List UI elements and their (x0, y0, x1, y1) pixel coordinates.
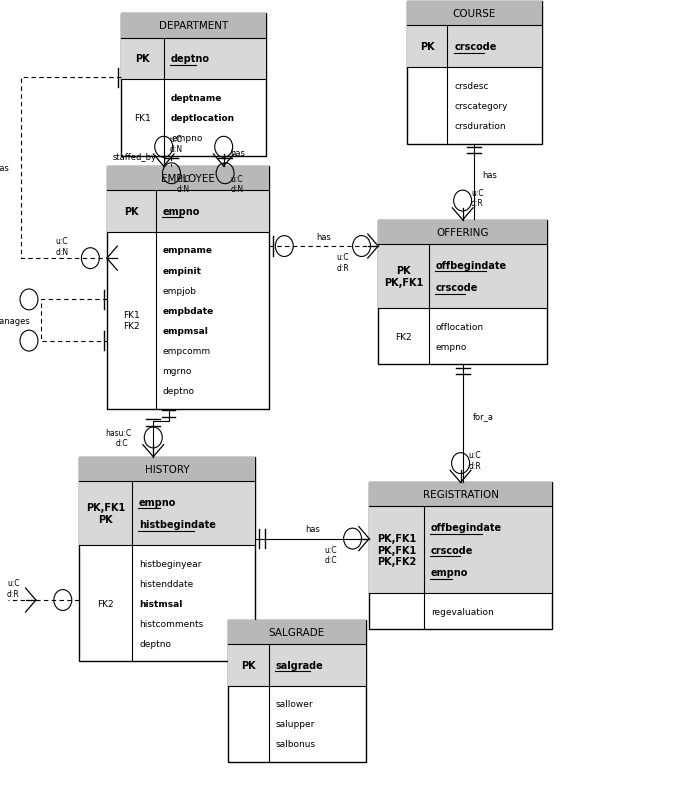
Text: histcomments: histcomments (139, 619, 204, 628)
Bar (121, 14, 266, 156)
Text: EMPLOYEE: EMPLOYEE (161, 174, 215, 184)
Text: PK
PK,FK1: PK PK,FK1 (384, 266, 423, 287)
Text: offlocation: offlocation (436, 322, 484, 331)
Text: empcomm: empcomm (163, 346, 210, 355)
Text: mgrno: mgrno (163, 367, 192, 375)
Bar (407, 2, 542, 144)
Text: has: has (316, 233, 331, 241)
Text: REGISTRATION: REGISTRATION (422, 490, 499, 500)
Bar (107, 167, 269, 191)
Text: OFFERING: OFFERING (436, 228, 489, 237)
Text: SALGRADE: SALGRADE (268, 627, 325, 637)
Text: FK2: FK2 (97, 599, 114, 608)
Text: crscode: crscode (436, 283, 478, 293)
Text: salgrade: salgrade (276, 660, 324, 670)
Text: deptlocation: deptlocation (171, 114, 235, 123)
Text: FK1
FK2: FK1 FK2 (123, 311, 139, 330)
Text: FK2: FK2 (395, 332, 412, 342)
Text: crsduration: crsduration (454, 122, 506, 131)
Text: empmsal: empmsal (163, 326, 208, 335)
Text: DEPARTMENT: DEPARTMENT (159, 22, 228, 31)
Text: PK,FK1
PK: PK,FK1 PK (86, 503, 126, 524)
Bar (378, 221, 547, 365)
Text: empno: empno (436, 342, 467, 351)
Text: d:C: d:C (115, 438, 128, 448)
Text: manages: manages (0, 316, 30, 325)
Text: regevaluation: regevaluation (431, 607, 493, 616)
Bar (228, 620, 366, 644)
Text: deptno: deptno (139, 639, 171, 648)
Text: COURSE: COURSE (453, 10, 496, 19)
Text: hasu:C: hasu:C (105, 428, 131, 438)
Text: PK,FK1
PK,FK1
PK,FK2: PK,FK1 PK,FK1 PK,FK2 (377, 533, 416, 567)
Bar (369, 483, 552, 630)
Text: empinit: empinit (163, 266, 201, 275)
Bar (378, 221, 547, 245)
Text: u:C
d:R: u:C d:R (337, 253, 349, 273)
Text: u:C
d:R: u:C d:R (471, 188, 484, 208)
Text: has: has (483, 170, 497, 180)
Bar (79, 457, 255, 481)
Text: sallower: sallower (276, 699, 314, 708)
Text: salupper: salupper (276, 719, 315, 728)
Text: u:C
d:N: u:C d:N (177, 175, 190, 194)
Text: offbegindate: offbegindate (436, 261, 507, 270)
Text: PK: PK (420, 43, 435, 52)
Text: u:C
d:R: u:C d:R (7, 578, 19, 598)
Text: u:C
d:R: u:C d:R (469, 451, 482, 470)
Text: u:C
d:N: u:C d:N (230, 175, 244, 194)
Text: FK1: FK1 (134, 114, 151, 123)
Bar (369, 483, 552, 507)
Bar (107, 167, 269, 409)
Bar (79, 457, 255, 662)
Text: empno: empno (171, 134, 202, 143)
Text: salbonus: salbonus (276, 739, 316, 748)
Text: for_a: for_a (473, 411, 494, 420)
Bar (228, 644, 366, 686)
Bar (121, 14, 266, 38)
Text: empjob: empjob (163, 286, 197, 295)
Text: PK: PK (241, 660, 256, 670)
Text: staffed_by: staffed_by (112, 153, 157, 162)
Text: histbeginyear: histbeginyear (139, 559, 201, 568)
Text: crscode: crscode (431, 545, 473, 555)
Bar (121, 38, 266, 80)
Bar (107, 191, 269, 233)
Text: empno: empno (139, 497, 177, 507)
Text: empno: empno (431, 568, 469, 577)
Text: histbegindate: histbegindate (139, 520, 216, 529)
Text: HISTORY: HISTORY (145, 464, 190, 474)
Text: crscode: crscode (454, 43, 497, 52)
Text: has: has (305, 525, 319, 534)
Text: histmsal: histmsal (139, 599, 182, 608)
Bar (407, 26, 542, 68)
Text: PK: PK (124, 207, 139, 217)
Text: u:C
d:C: u:C d:C (324, 545, 337, 565)
Bar (378, 245, 547, 309)
Text: empname: empname (163, 246, 213, 255)
Bar (407, 2, 542, 26)
Bar (228, 620, 366, 762)
Text: crscategory: crscategory (454, 102, 508, 111)
Text: has: has (0, 164, 9, 173)
Text: has: has (230, 149, 246, 158)
Bar (369, 507, 552, 593)
Text: deptno: deptno (171, 55, 210, 64)
Text: crsdesc: crsdesc (454, 82, 489, 91)
Text: empbdate: empbdate (163, 306, 214, 315)
Bar (79, 481, 255, 545)
Text: PK: PK (135, 55, 150, 64)
Text: u:C
d:N: u:C d:N (169, 135, 182, 154)
Text: deptname: deptname (171, 94, 222, 103)
Text: deptno: deptno (163, 387, 195, 395)
Text: histenddate: histenddate (139, 579, 193, 588)
Text: empno: empno (163, 207, 200, 217)
Text: offbegindate: offbegindate (431, 523, 502, 533)
Text: u:C
d:N: u:C d:N (55, 237, 68, 257)
